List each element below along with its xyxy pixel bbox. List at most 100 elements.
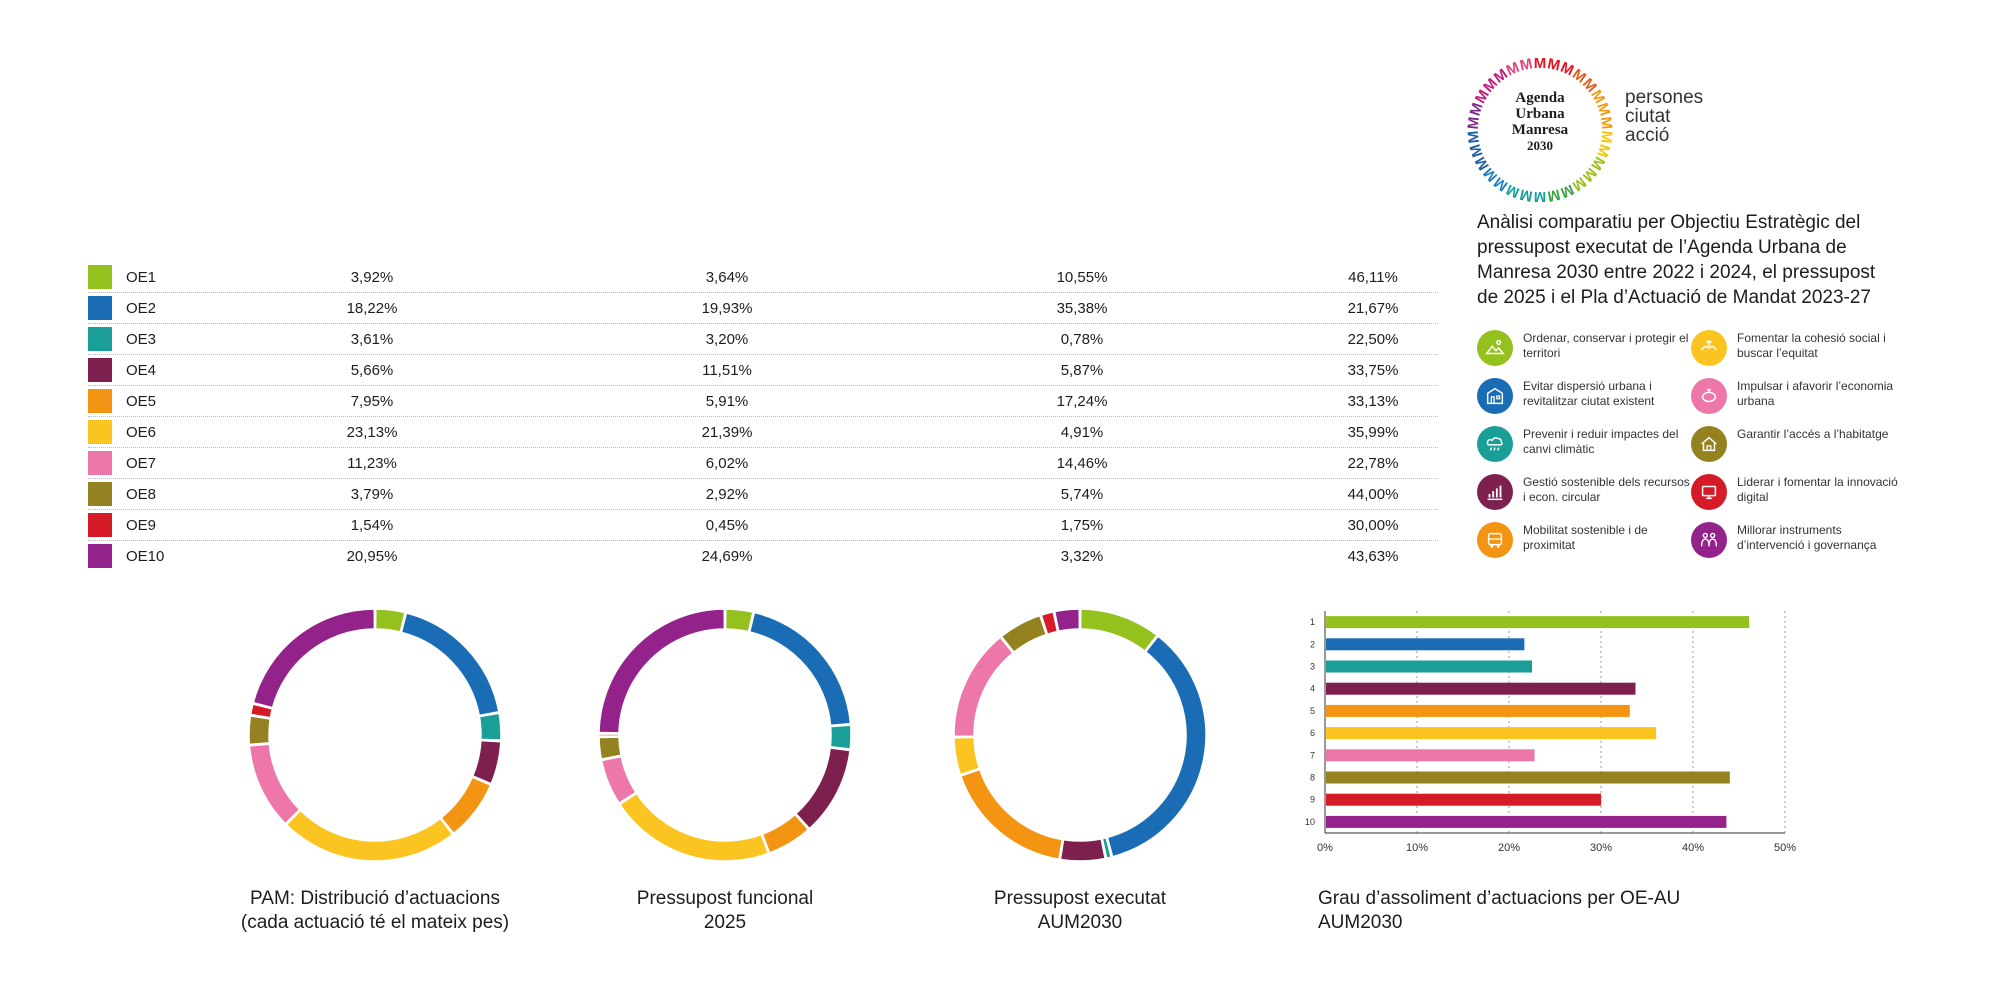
donut-slice-oe6 bbox=[618, 792, 770, 862]
table-cell: 46,11% bbox=[1348, 269, 1398, 286]
donut-slice-oe9 bbox=[1040, 610, 1059, 636]
bar-oe4 bbox=[1326, 682, 1636, 695]
table-cell: 33,13% bbox=[1347, 393, 1399, 410]
donut-slice-oe5 bbox=[959, 768, 1064, 861]
table-cell: 44,00% bbox=[1347, 486, 1399, 503]
objective-legend-item: Prevenir i reduir impactes del canvi cli… bbox=[1477, 424, 1687, 468]
table-cell: 5,74% bbox=[1060, 486, 1104, 503]
table-cell: 3,32% bbox=[1060, 548, 1104, 565]
donut-slice-oe7 bbox=[600, 755, 637, 805]
row-label: OE3 bbox=[126, 331, 157, 348]
donut-slice-oe8 bbox=[1000, 614, 1048, 654]
table-cell: 6,02% bbox=[705, 455, 749, 472]
row-label: OE7 bbox=[126, 455, 157, 472]
row-label: OE2 bbox=[126, 300, 157, 317]
bar-oe3 bbox=[1326, 660, 1532, 673]
bar-oe2 bbox=[1326, 638, 1525, 651]
people-icon bbox=[1691, 522, 1727, 558]
logo-text-line: Manresa bbox=[1512, 122, 1569, 138]
caption-line: Pressupost executat bbox=[993, 888, 1167, 909]
logo-text-line: 2030 bbox=[1527, 138, 1553, 153]
objective-legend-label: Impulsar i afavorir l’economia urbana bbox=[1737, 379, 1894, 408]
buildings-icon bbox=[1477, 378, 1513, 414]
donut-slice-oe5 bbox=[761, 813, 810, 854]
y-tick-label: 3 bbox=[1310, 662, 1315, 672]
objective-legend-item: Garantir l’accés a l’habitatge bbox=[1691, 424, 1901, 468]
digital-icon bbox=[1691, 474, 1727, 510]
objective-legend-label: Ordenar, conservar i protegir el territo… bbox=[1523, 331, 1689, 360]
table-cell: 22,50% bbox=[1347, 331, 1399, 348]
x-tick-label: 10% bbox=[1406, 842, 1428, 853]
logo-ring-letter: M bbox=[1546, 55, 1562, 74]
table-cell: 3,79% bbox=[350, 486, 394, 503]
logo-text-line: Urbana bbox=[1515, 106, 1565, 122]
tagline: persones ciutat acció bbox=[1625, 88, 1703, 145]
logo-ring-letter: M bbox=[1467, 101, 1487, 118]
tagline-line: persones bbox=[1625, 87, 1704, 108]
logo-ring-letter: M bbox=[1534, 55, 1547, 72]
caption-line: PAM: Distribució d’actuacions bbox=[250, 888, 500, 909]
piggy-bank-icon bbox=[1691, 378, 1727, 414]
objective-legend-label: Liderar i fomentar la innovació digital bbox=[1737, 475, 1898, 504]
donut-slice-oe8 bbox=[248, 715, 272, 746]
objective-legend-label: Evitar dispersió urbana i revitalitzar c… bbox=[1523, 379, 1655, 408]
bus-icon bbox=[1477, 522, 1513, 558]
table-cell: 35,99% bbox=[1347, 424, 1399, 441]
donut-slice-oe1 bbox=[374, 608, 406, 633]
donut-slice-oe4 bbox=[794, 747, 851, 830]
table-cell: 4,91% bbox=[1060, 424, 1104, 441]
table-cell: 10,55% bbox=[1056, 269, 1108, 286]
table-cell: 7,95% bbox=[350, 393, 394, 410]
table-row: OE1 3,92% 3,64% 10,55% 46,11% bbox=[88, 262, 1438, 293]
row-label: OE10 bbox=[126, 548, 165, 565]
objective-legend-label: Gestió sostenible dels recursos i econ. … bbox=[1523, 475, 1690, 504]
donut-slice-oe4 bbox=[471, 739, 502, 785]
table-cell: 2,92% bbox=[705, 486, 749, 503]
table-cell: 30,00% bbox=[1347, 517, 1399, 534]
donut-slice-oe10 bbox=[1053, 608, 1081, 633]
cloud-rain-icon bbox=[1477, 426, 1513, 462]
row-label: OE5 bbox=[126, 393, 157, 410]
table-cell: 20,95% bbox=[346, 548, 398, 565]
tagline-line: ciutat bbox=[1625, 106, 1671, 127]
objective-legend-label: Prevenir i reduir impactes del canvi cli… bbox=[1523, 427, 1679, 456]
objective-legend-label: Garantir l’accés a l’habitatge bbox=[1737, 427, 1889, 441]
donut-chart-budget-2025 bbox=[598, 608, 852, 862]
x-tick-label: 20% bbox=[1498, 842, 1520, 853]
y-tick-label: 1 bbox=[1310, 617, 1315, 627]
table-cell: 5,87% bbox=[1060, 362, 1104, 379]
objective-legend-item: Mobilitat sostenible i de proximitat bbox=[1477, 520, 1687, 564]
donut-slice-oe2 bbox=[748, 611, 852, 727]
donut-slice-oe4 bbox=[1059, 837, 1107, 862]
logo-ring-letter: M bbox=[1467, 142, 1487, 159]
objective-legend-label: Fomentar la cohesió social i buscar l’eq… bbox=[1737, 331, 1886, 360]
caption-pam: PAM: Distribució d’actuacions (cada actu… bbox=[215, 887, 535, 935]
objective-legend-item: Ordenar, conservar i protegir el territo… bbox=[1477, 328, 1688, 372]
table-cell: 1,54% bbox=[350, 517, 394, 534]
donut-chart-pam bbox=[248, 608, 502, 862]
table-row: OE7 11,23% 6,02% 14,46% 22,78% bbox=[88, 448, 1438, 479]
x-tick-label: 40% bbox=[1682, 842, 1704, 853]
row-label: OE1 bbox=[126, 269, 157, 286]
y-tick-label: 5 bbox=[1310, 706, 1315, 716]
table-cell: 11,23% bbox=[347, 455, 397, 472]
x-tick-label: 30% bbox=[1590, 842, 1612, 853]
donut-slice-oe9 bbox=[249, 703, 274, 719]
donut-chart-executed bbox=[953, 608, 1207, 862]
logo-ring-letter: M bbox=[1597, 130, 1615, 144]
caption-line: AUM2030 bbox=[1318, 912, 1403, 933]
donut-slice-oe6 bbox=[953, 736, 981, 776]
color-swatch bbox=[88, 296, 112, 320]
logo-ring-letter: M bbox=[1518, 185, 1534, 204]
table-cell: 3,20% bbox=[705, 331, 749, 348]
table-row: OE2 18,22% 19,93% 35,38% 21,67% bbox=[88, 293, 1438, 324]
achievement-bar-chart: 0% 10% 20% 30% 40% 50% 1 2 3 4 5 6 7 8 9 10 bbox=[1305, 611, 1796, 853]
donut-slice-oe5 bbox=[440, 776, 492, 835]
bar-oe8 bbox=[1326, 771, 1730, 784]
y-tick-label: 2 bbox=[1310, 639, 1315, 649]
tagline-line: acció bbox=[1625, 125, 1670, 146]
objective-legend-item: Gestió sostenible dels recursos i econ. … bbox=[1477, 472, 1690, 516]
bar-oe6 bbox=[1326, 727, 1657, 740]
objective-legend-item: Evitar dispersió urbana i revitalitzar c… bbox=[1477, 376, 1687, 420]
objective-legend-label: Millorar instruments d’intervenció i gov… bbox=[1737, 523, 1877, 552]
